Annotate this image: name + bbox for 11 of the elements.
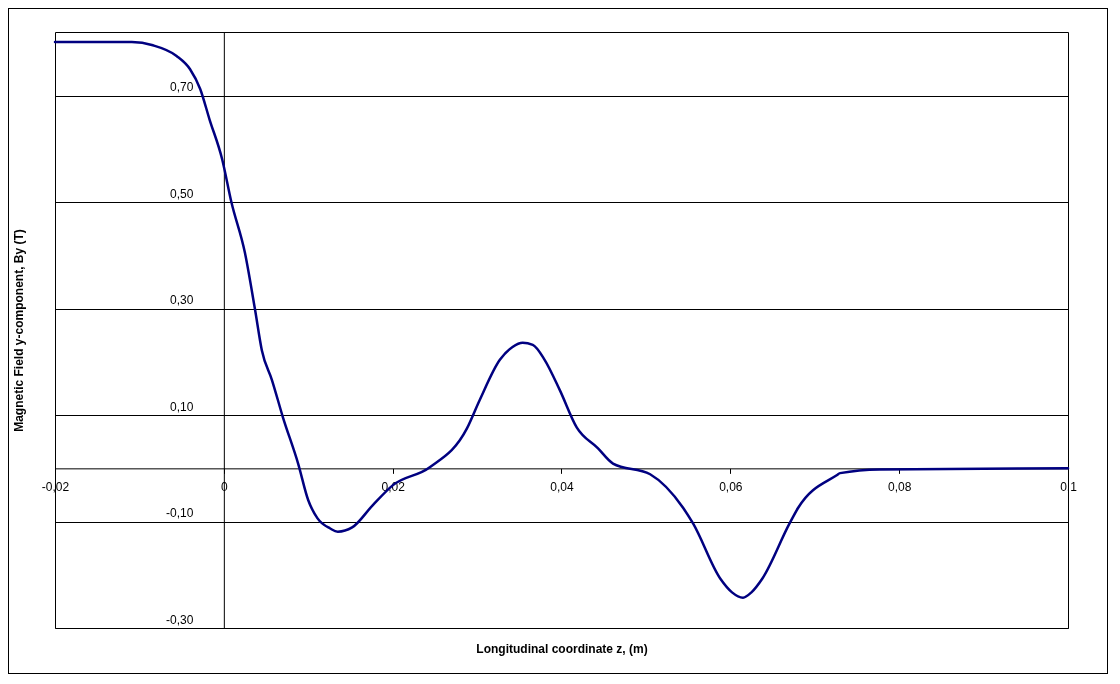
y-tick-label: -0,30 — [165, 612, 194, 627]
x-tick-label: 0,04 — [550, 479, 574, 494]
y-tick-label: 0,30 — [169, 293, 194, 308]
x-axis-title: Longitudinal coordinate z, (m) — [476, 641, 648, 656]
y-axis-title: Magnetic Field y-component, By (T) — [11, 229, 26, 432]
x-tick-label: 0,08 — [887, 479, 912, 494]
y-tick-label: 0,50 — [169, 186, 194, 201]
y-tick-label: 0,70 — [169, 80, 194, 95]
x-tick-label: 0,06 — [719, 479, 743, 494]
y-tick-label: 0,10 — [169, 399, 194, 414]
y-tick-label: -0,10 — [165, 506, 194, 521]
